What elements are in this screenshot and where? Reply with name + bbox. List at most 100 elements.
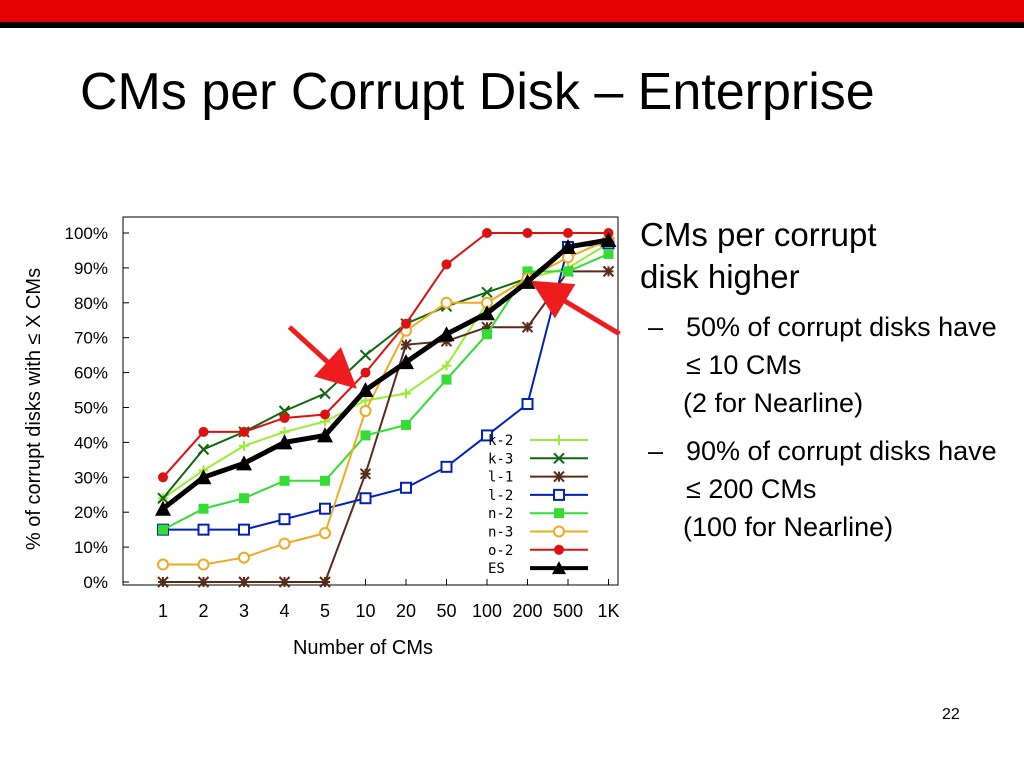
legend-marker [554, 544, 564, 555]
data-point [278, 576, 291, 588]
data-point [157, 492, 169, 504]
data-point [279, 475, 290, 486]
legend-marker [554, 508, 564, 519]
bullet-main-text: CMs per corrupt disk higher [640, 216, 877, 295]
legend-label: k-3 [488, 451, 513, 467]
annotation-arrow [287, 325, 357, 389]
series-line-ES [161, 237, 609, 511]
data-point [357, 382, 374, 398]
annotation-arrows [287, 280, 621, 389]
dash-glyph: – [648, 436, 664, 466]
y-tick-label: 10% [74, 538, 108, 557]
data-point [359, 468, 372, 480]
x-tick-label: 1K [597, 601, 619, 621]
data-point [278, 537, 291, 550]
legend-marker [553, 452, 565, 465]
data-point [239, 493, 249, 504]
x-ticks: 1 2 3 4 5 10 20 50 100 200 500 1K [158, 579, 620, 621]
data-point [197, 443, 210, 456]
data-point [198, 503, 209, 514]
data-point [400, 481, 412, 494]
legend: k-2 k-3 l-1 l-2 n-2 n-3 o-2 ES [488, 433, 588, 577]
data-point [401, 318, 411, 329]
data-point [401, 388, 411, 399]
y-tick-label: 80% [74, 294, 108, 313]
data-point [238, 523, 250, 536]
data-point [158, 524, 168, 535]
top-black-bar [0, 22, 1024, 28]
x-tick-label: 5 [320, 601, 330, 621]
data-point [238, 551, 250, 564]
data-point [440, 296, 453, 309]
data-point [276, 434, 293, 450]
x-tick-label: 2 [198, 601, 208, 621]
data-point [360, 430, 371, 441]
data-point [563, 228, 573, 238]
y-tick-label: 30% [74, 468, 108, 487]
series-line-o-2 [162, 232, 609, 478]
data-point [522, 228, 533, 238]
bullet-list: CMs per corrupt disk higher – 50% of cor… [640, 214, 1010, 556]
y-tick-label: 90% [74, 259, 108, 278]
data-point [319, 576, 331, 588]
x-tick-label: 50 [436, 601, 456, 621]
data-point [600, 231, 617, 247]
data-point [441, 360, 452, 371]
x-tick-label: 100 [472, 601, 502, 621]
legend-marker [553, 525, 565, 538]
data-point [319, 387, 331, 400]
data-point [603, 248, 614, 259]
legend-label: l-1 [488, 470, 513, 486]
data-point [317, 427, 333, 443]
data-point [360, 395, 371, 406]
x-tick-label: 10 [355, 601, 375, 621]
y-tick-label: 60% [74, 364, 108, 383]
data-point [319, 527, 331, 540]
data-point [319, 502, 331, 515]
sub-bullet-text: 90% of corrupt disks have ≤ 200 CMs [686, 436, 997, 504]
data-point [482, 329, 492, 340]
x-tick-label: 500 [553, 601, 583, 621]
data-point [440, 460, 453, 473]
data-point [278, 513, 291, 526]
top-red-bar [0, 0, 1024, 22]
x-tick-label: 1 [158, 601, 168, 621]
data-point [481, 286, 493, 299]
page-number: 22 [942, 706, 960, 723]
data-point [238, 576, 250, 588]
data-point [563, 266, 573, 277]
data-point [481, 429, 493, 442]
data-point [236, 455, 252, 471]
sub-bullet: – 50% of corrupt disks have ≤ 10 CMs [648, 308, 1010, 384]
data-point [482, 228, 492, 238]
data-point [158, 472, 168, 483]
y-axis-label: % of corrupt disks with ≤ X CMs [23, 268, 45, 550]
x-axis-label: Number of CMs [293, 637, 433, 659]
series-line-n-2 [162, 253, 609, 531]
data-point [521, 321, 534, 333]
x-tick-label: 3 [239, 601, 249, 621]
data-point [359, 492, 372, 505]
data-point [522, 266, 533, 277]
data-point [197, 523, 210, 536]
data-point [195, 469, 212, 485]
data-point [320, 475, 330, 486]
data-point [239, 440, 249, 451]
data-point [521, 398, 534, 411]
y-tick-label: 20% [74, 503, 108, 522]
legend-label: k-2 [488, 433, 513, 449]
data-point [239, 426, 249, 437]
sub-bullet-note: (2 for Nearline) [683, 388, 864, 418]
y-tick-label: 100% [65, 224, 108, 243]
sub-bullet: – 90% of corrupt disks have ≤ 200 CMs [648, 432, 1010, 508]
data-point [279, 412, 290, 423]
y-ticks: 0% 10% 20% 30% 40% 50% 60% 70% 80% 90% 100% [65, 224, 129, 592]
legend-label: n-2 [488, 506, 513, 522]
sub-bullet-note: (100 for Nearline) [683, 512, 894, 542]
dash-glyph: – [648, 312, 664, 342]
y-tick-label: 0% [83, 573, 108, 592]
series-line-l-2 [163, 242, 609, 531]
data-point [400, 338, 412, 351]
y-tick-label: 70% [74, 329, 108, 348]
